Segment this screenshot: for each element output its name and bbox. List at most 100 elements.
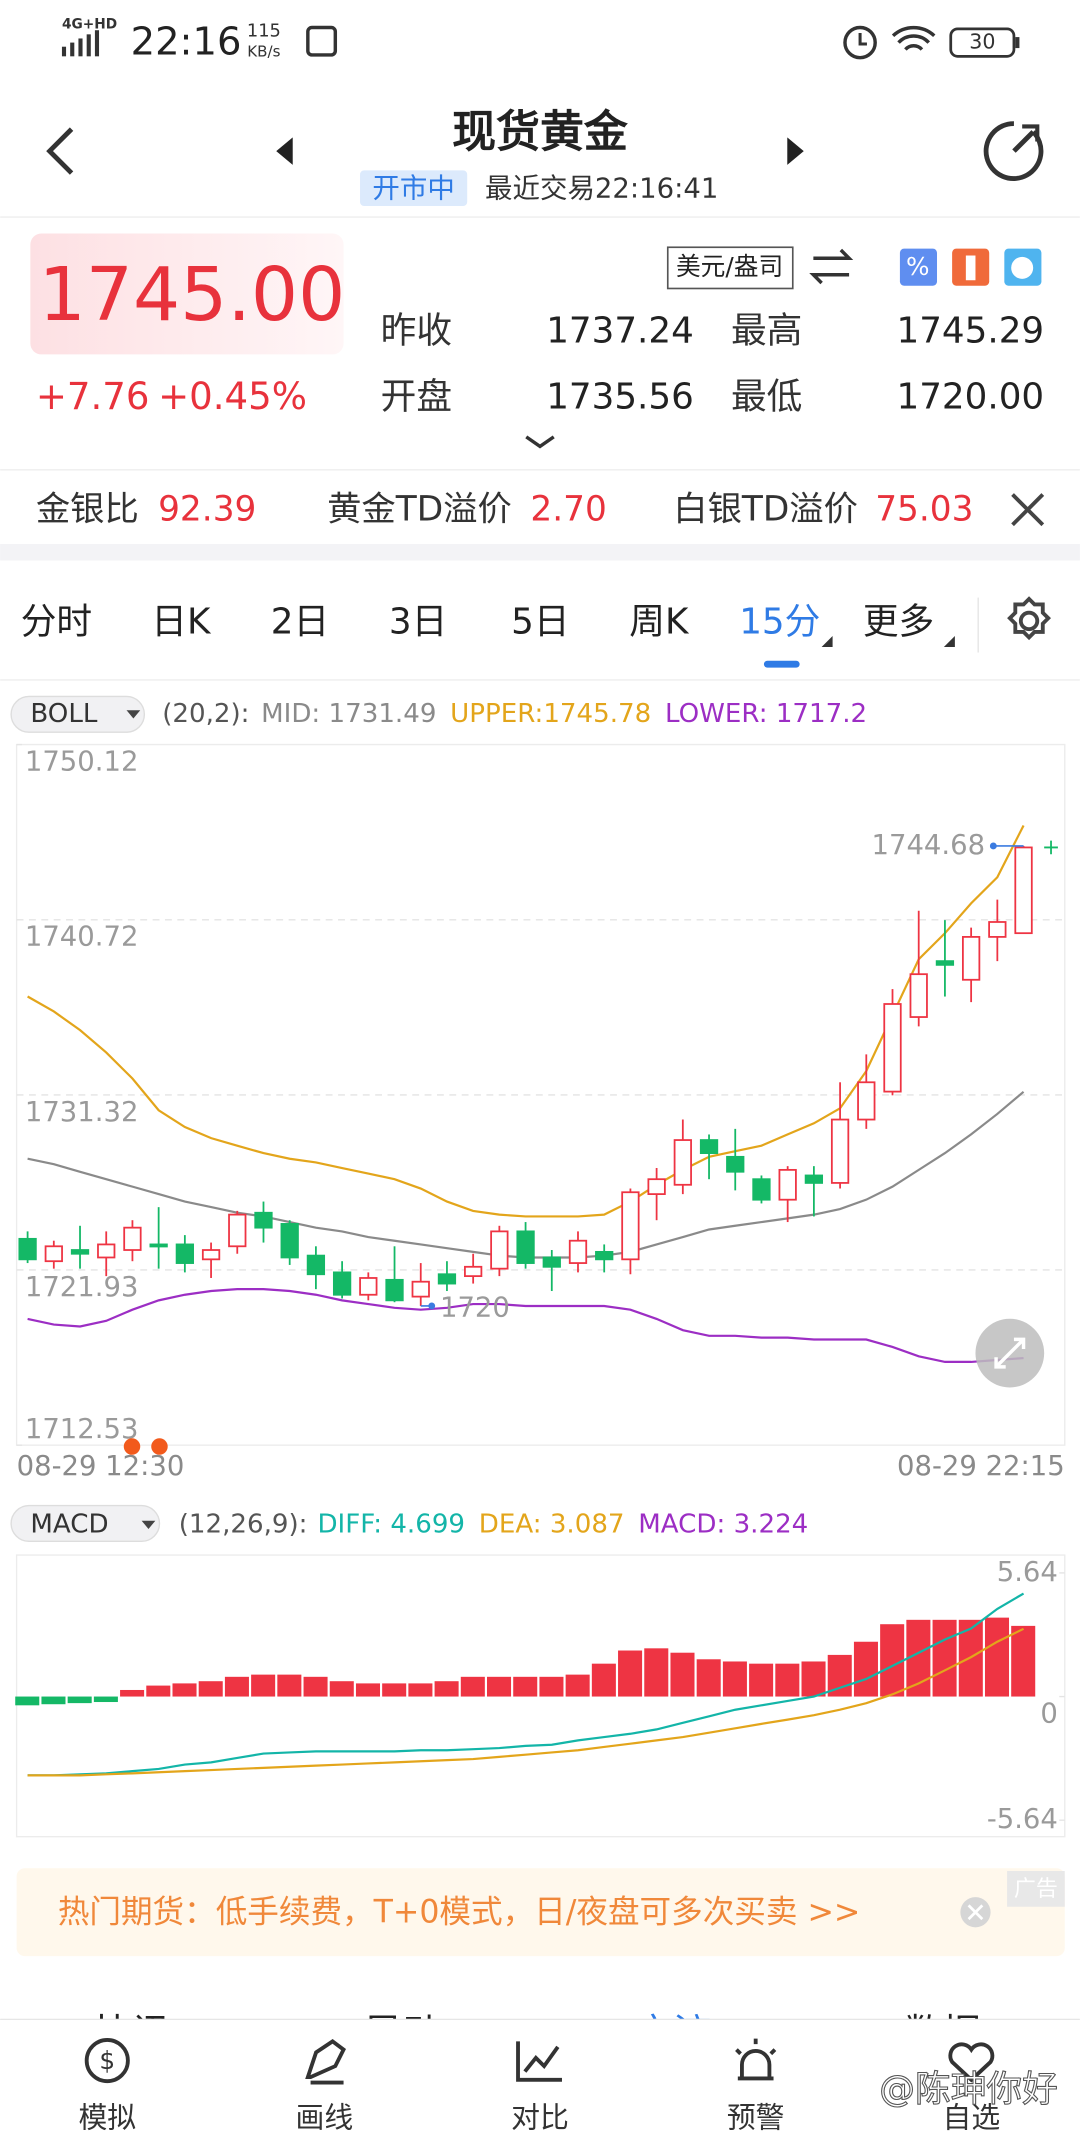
ad-banner[interactable]: [16, 1868, 1065, 1957]
legend-entry: DEA: 3.087: [479, 1509, 625, 1539]
macd-bar: [460, 1676, 485, 1697]
spread-value: 2.70: [530, 490, 606, 530]
nav-bar: [0, 2019, 1080, 2154]
last-trade: 最近交易22:16:41: [485, 174, 718, 205]
x-label: 08-29 22:15: [897, 1451, 1065, 1482]
spread-label: 金银比: [36, 490, 139, 530]
candle-body: [1014, 846, 1033, 935]
candle-body: [883, 1003, 902, 1093]
y-tick-label: 0: [1040, 1698, 1057, 1729]
macd-bar: [591, 1663, 616, 1697]
status: 开市中: [372, 174, 454, 205]
nav-item[interactable]: 自选: [943, 2101, 1001, 2135]
event-dot[interactable]: [151, 1438, 168, 1455]
candle-body: [70, 1249, 90, 1255]
unit-box[interactable]: [666, 246, 794, 290]
tab[interactable]: 5日: [511, 602, 569, 643]
tool-icons[interactable]: %: [899, 248, 1042, 286]
macd-bar: [932, 1619, 957, 1697]
time: 22:16: [131, 19, 242, 64]
next-button[interactable]: [787, 137, 804, 165]
candle-body: [778, 1168, 797, 1201]
candle-body: [595, 1250, 614, 1261]
candle-body: [673, 1139, 692, 1186]
pill-arrow: [141, 1520, 156, 1529]
crosshair-mark: [1044, 840, 1058, 855]
candle-body: [201, 1249, 221, 1261]
tab[interactable]: 周K: [629, 602, 690, 643]
field-value: 1735.56: [546, 376, 694, 417]
candle-body: [647, 1178, 666, 1195]
candle-body: [332, 1271, 352, 1296]
candle-body: [752, 1178, 771, 1201]
macd-bar: [539, 1676, 564, 1697]
macd-bar: [434, 1681, 459, 1697]
legend-entry: MID: 1731.49: [261, 699, 436, 729]
macd-bar: [722, 1661, 747, 1697]
max-label: 1744.68: [871, 830, 985, 861]
macd-bar: [67, 1696, 92, 1704]
candle-body: [437, 1273, 457, 1285]
candle-body: [123, 1226, 142, 1251]
tab[interactable]: 分时: [21, 602, 92, 643]
macd-bar: [618, 1650, 643, 1697]
fullscreen-button[interactable]: [975, 1318, 1045, 1388]
min-dot: [428, 1302, 436, 1310]
nav-item[interactable]: 预警: [727, 2101, 785, 2135]
legend-entry: MACD: 3.224: [638, 1509, 808, 1539]
nav-item[interactable]: 画线: [295, 2101, 353, 2135]
ad-text[interactable]: 热门期货：低手续费，T+0模式，日/夜盘可多次买卖 >>: [58, 1895, 861, 1931]
watermark: @陈珅你好: [879, 2069, 1058, 2110]
candle-body: [464, 1265, 483, 1278]
nav-item[interactable]: 对比: [511, 2101, 569, 2135]
macd-bar: [513, 1676, 538, 1697]
macd-bar: [984, 1617, 1010, 1697]
legend-entry: UPPER:1745.78: [450, 699, 651, 729]
prev-button[interactable]: [276, 137, 293, 165]
macd-bar: [696, 1659, 721, 1697]
tab[interactable]: 更多: [863, 602, 934, 643]
y-tick-label: 1721.93: [25, 1272, 139, 1303]
indicator-name[interactable]: BOLL: [30, 699, 98, 729]
nav-icons: $: [84, 2038, 995, 2085]
expand-arrow[interactable]: [525, 435, 555, 449]
indicator-pill[interactable]: [10, 695, 146, 733]
swap-icon[interactable]: [809, 248, 854, 285]
unit[interactable]: 美元/盎司: [676, 252, 783, 281]
event-dot[interactable]: [123, 1438, 141, 1455]
field-label: 最高: [731, 310, 802, 351]
candle-body: [857, 1081, 876, 1121]
field-label: 开盘: [381, 376, 452, 417]
macd-bar: [801, 1661, 826, 1697]
macd-line: [27, 1627, 1025, 1777]
spread-label: 黄金TD溢价: [327, 490, 512, 530]
indicator-pill[interactable]: [10, 1504, 161, 1543]
tab[interactable]: 日K: [151, 602, 212, 643]
macd-bar: [565, 1674, 590, 1697]
settings-button[interactable]: [1007, 596, 1051, 641]
indicator-name[interactable]: MACD: [30, 1509, 108, 1539]
status-badge: [360, 170, 468, 207]
tab[interactable]: 3日: [389, 602, 447, 643]
title: 现货黄金: [452, 107, 629, 158]
macd-bar: [93, 1696, 118, 1703]
macd-bar: [41, 1696, 66, 1705]
ad-close[interactable]: [960, 1897, 991, 1928]
indicator-params: (12,26,9):: [179, 1509, 308, 1539]
candle-body: [228, 1213, 247, 1248]
tab[interactable]: 2日: [271, 602, 329, 643]
min-label: 1720: [440, 1293, 510, 1324]
field-value: 1720.00: [897, 376, 1045, 417]
speed-unit: KB/s: [247, 43, 280, 61]
candle-body: [18, 1237, 37, 1261]
field-value: 1745.29: [897, 310, 1045, 351]
back-button[interactable]: [46, 127, 74, 175]
candle-body: [44, 1245, 63, 1263]
refresh-button[interactable]: [983, 121, 1044, 181]
close-button[interactable]: [1011, 493, 1045, 527]
nav-item[interactable]: 模拟: [78, 2101, 136, 2135]
tab[interactable]: 15分: [739, 602, 820, 643]
candle-body: [280, 1223, 299, 1259]
macd-bar: [408, 1683, 433, 1697]
